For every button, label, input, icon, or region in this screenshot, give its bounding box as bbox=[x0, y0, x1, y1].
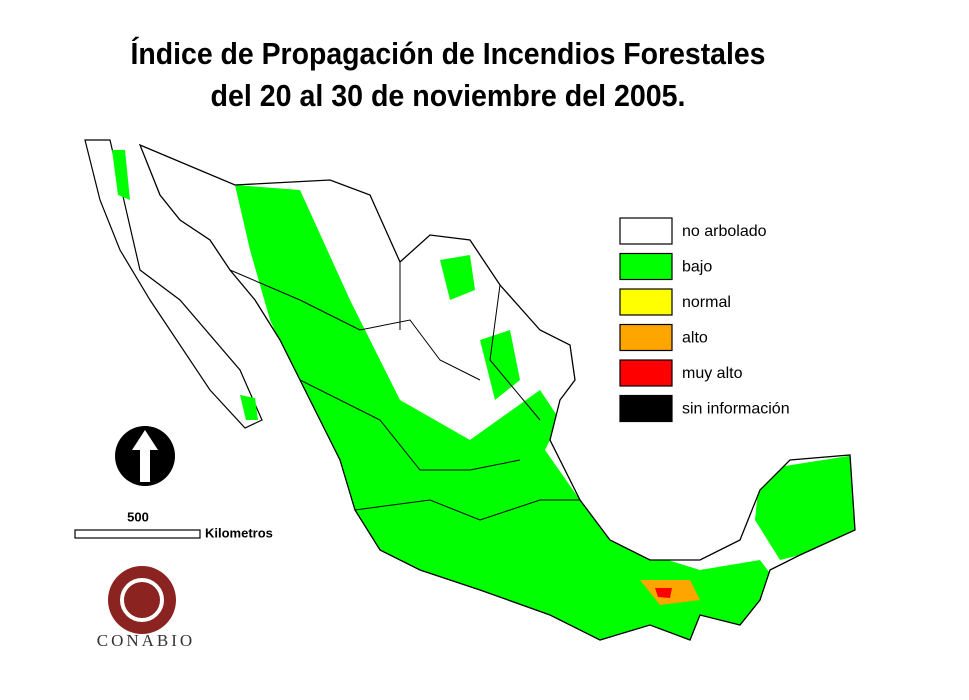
scale-distance: 500 bbox=[127, 509, 149, 524]
state-border bbox=[229, 262, 580, 521]
legend-swatch bbox=[619, 217, 673, 245]
forest-area bbox=[755, 455, 855, 560]
forest-patch bbox=[440, 255, 520, 400]
title-line: Índice de Propagación de Incendios Fores… bbox=[131, 36, 766, 71]
legend-label: muy alto bbox=[682, 365, 743, 382]
muy-alto-patch bbox=[655, 588, 672, 598]
country-outline bbox=[138, 143, 856, 641]
logo: CONABIO bbox=[97, 566, 195, 650]
scale-bar: 500 Kilometros bbox=[74, 509, 273, 540]
legend-label: alto bbox=[682, 330, 708, 347]
north-arrow bbox=[115, 426, 175, 486]
scale-unit: Kilometros bbox=[205, 525, 273, 540]
baja-california bbox=[84, 139, 263, 429]
legend: no arbolado bajo normal alto muy alto sin inf… bbox=[619, 217, 790, 423]
legend-swatch bbox=[619, 252, 673, 281]
legend-label: normal bbox=[682, 294, 731, 311]
legend-swatch bbox=[619, 359, 673, 387]
logo-text: CONABIO bbox=[97, 631, 195, 650]
legend-swatch bbox=[619, 394, 673, 423]
legend-label: no arbolado bbox=[682, 223, 767, 240]
legend-swatch bbox=[619, 288, 673, 316]
legend-swatch bbox=[619, 323, 673, 352]
forest-area bbox=[235, 185, 790, 640]
legend-label: sin información bbox=[682, 401, 790, 418]
title-line: del 20 al 30 de noviembre del 2005. bbox=[211, 78, 686, 113]
legend-label: bajo bbox=[682, 259, 712, 276]
forest-patch bbox=[112, 150, 258, 420]
